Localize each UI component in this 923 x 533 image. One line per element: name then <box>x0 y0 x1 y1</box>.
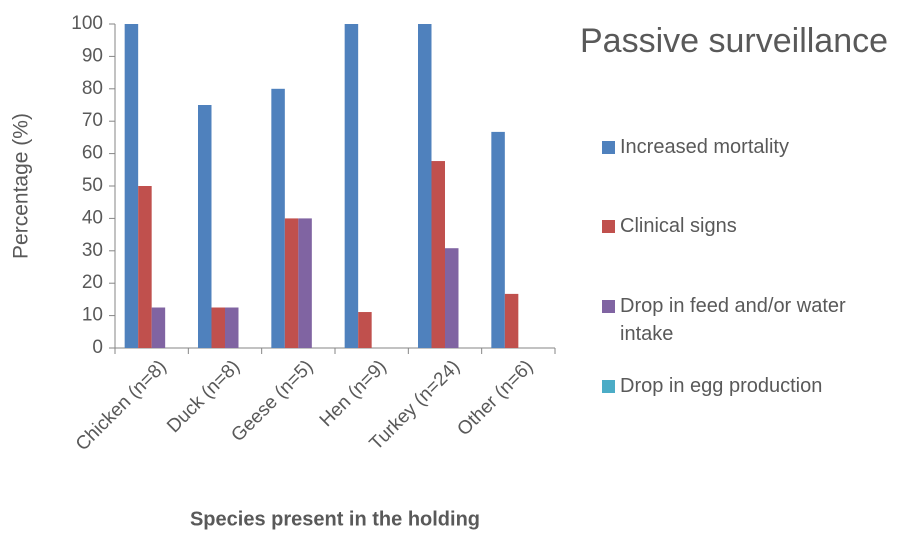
legend-swatch <box>602 300 615 313</box>
bar <box>344 24 359 348</box>
y-tick-label: 20 <box>82 272 103 293</box>
x-tick-label: Duck (n=8) <box>163 356 244 437</box>
y-tick-label: 10 <box>82 305 103 326</box>
bar <box>445 248 459 348</box>
x-tick-label: Other (n=6) <box>453 356 537 440</box>
bar <box>138 186 152 348</box>
x-tick-label: Hen (n=9) <box>316 356 391 431</box>
legend-item: Drop in feed and/or water intake <box>602 292 902 348</box>
y-axis-title: Percentage (%) <box>10 113 33 259</box>
legend-item: Increased mortality <box>602 133 922 161</box>
legend-item: Clinical signs <box>602 212 922 240</box>
bar <box>418 24 432 348</box>
legend-swatch <box>602 380 615 393</box>
legend-label: Increased mortality <box>620 136 789 158</box>
legend-label: Drop in feed and/or water intake <box>620 295 846 345</box>
y-tick-label: 30 <box>82 240 103 261</box>
bar <box>284 218 299 348</box>
bar <box>124 24 139 348</box>
bar <box>198 105 212 348</box>
bar <box>358 312 372 348</box>
bar <box>271 88 285 349</box>
y-tick-label: 100 <box>71 13 103 34</box>
y-tick-label: 80 <box>82 78 103 99</box>
legend-label: Clinical signs <box>620 215 737 237</box>
bar <box>225 307 239 348</box>
legend-swatch <box>602 141 615 154</box>
chart-title: Passive surveillance <box>580 22 889 60</box>
bar <box>211 307 225 348</box>
legend-label: Drop in egg production <box>620 375 823 397</box>
bar <box>431 161 445 348</box>
y-tick-label: 0 <box>92 337 103 358</box>
y-tick-label: 60 <box>82 143 103 164</box>
y-tick-label: 40 <box>82 207 103 228</box>
x-axis-title: Species present in the holding <box>190 508 480 530</box>
bar <box>491 131 505 348</box>
legend-swatch <box>602 220 615 233</box>
x-tick-label: Chicken (n=8) <box>72 356 171 455</box>
y-tick-label: 70 <box>82 110 103 131</box>
bar <box>298 218 312 348</box>
bar <box>151 307 166 348</box>
y-tick-label: 90 <box>82 45 103 66</box>
bar <box>504 293 519 348</box>
legend-item: Drop in egg production <box>602 372 922 400</box>
y-tick-label: 50 <box>82 175 103 196</box>
